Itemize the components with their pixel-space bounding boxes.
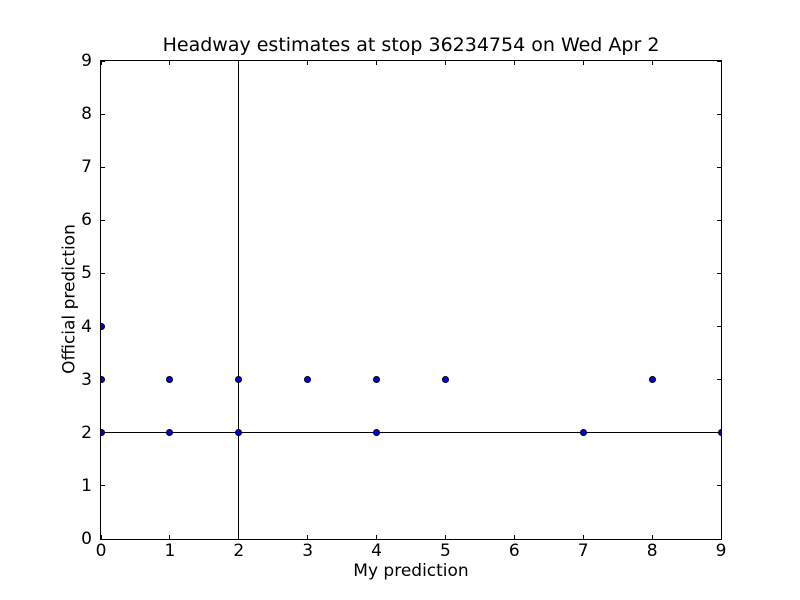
y-tick-label: 9 xyxy=(81,51,92,71)
x-tick xyxy=(513,535,515,539)
y-tick xyxy=(717,538,721,539)
y-tick xyxy=(101,485,105,487)
data-point xyxy=(373,429,381,437)
y-tick xyxy=(717,485,721,487)
x-tick-label: 2 xyxy=(233,541,245,561)
data-point xyxy=(101,429,105,437)
y-tick-label: 1 xyxy=(81,475,92,496)
chart-title: Headway estimates at stop 36234754 on We… xyxy=(162,34,660,56)
y-tick xyxy=(717,219,721,221)
x-tick xyxy=(720,535,721,539)
y-tick xyxy=(717,61,721,62)
x-tick xyxy=(169,535,171,539)
x-tick-label: 6 xyxy=(508,541,520,561)
y-tick xyxy=(717,379,721,381)
x-axis-label: My prediction xyxy=(353,561,469,581)
y-tick xyxy=(101,166,105,168)
data-point xyxy=(373,376,381,384)
x-tick-label: 0 xyxy=(95,541,107,561)
x-tick xyxy=(720,61,721,65)
x-tick xyxy=(444,535,446,539)
data-point xyxy=(166,429,174,437)
x-tick xyxy=(307,535,309,539)
y-tick xyxy=(717,113,721,115)
plot-area xyxy=(100,60,722,540)
x-tick-label: 7 xyxy=(577,541,589,561)
x-tick xyxy=(376,61,378,65)
y-tick xyxy=(717,326,721,328)
x-tick xyxy=(169,61,171,65)
x-tick-label: 3 xyxy=(302,541,314,561)
y-tick xyxy=(101,538,105,539)
y-tick-label: 7 xyxy=(81,157,92,178)
y-tick xyxy=(717,272,721,274)
y-tick xyxy=(717,166,721,168)
x-tick xyxy=(651,535,653,539)
y-tick-label: 0 xyxy=(81,529,92,549)
x-tick-label: 9 xyxy=(715,541,727,561)
x-tick xyxy=(101,61,102,65)
data-point xyxy=(235,429,243,437)
x-tick xyxy=(513,61,515,65)
vertical-reference-line xyxy=(238,61,240,539)
y-tick xyxy=(101,219,105,221)
data-point xyxy=(648,376,656,384)
data-point xyxy=(304,376,312,384)
x-tick xyxy=(101,535,102,539)
x-tick xyxy=(444,61,446,65)
horizontal-reference-line xyxy=(101,432,721,434)
x-tick xyxy=(307,61,309,65)
y-axis-label: Official prediction xyxy=(59,224,80,374)
x-tick xyxy=(582,61,584,65)
y-tick xyxy=(101,272,105,274)
data-point xyxy=(235,376,243,384)
y-tick xyxy=(101,61,105,62)
data-point xyxy=(441,376,449,384)
data-point xyxy=(717,429,721,437)
data-point xyxy=(101,323,105,331)
y-tick-label: 8 xyxy=(81,104,92,125)
data-point xyxy=(579,429,587,437)
x-tick xyxy=(651,61,653,65)
data-point xyxy=(166,376,174,384)
x-tick-label: 4 xyxy=(371,541,382,561)
x-tick xyxy=(376,535,378,539)
x-tick-label: 8 xyxy=(646,541,658,561)
data-point xyxy=(101,376,105,384)
y-tick xyxy=(101,113,105,115)
x-tick xyxy=(582,535,584,539)
x-tick-label: 5 xyxy=(440,541,451,561)
y-tick-label: 2 xyxy=(81,422,92,443)
x-tick-label: 1 xyxy=(164,541,176,561)
